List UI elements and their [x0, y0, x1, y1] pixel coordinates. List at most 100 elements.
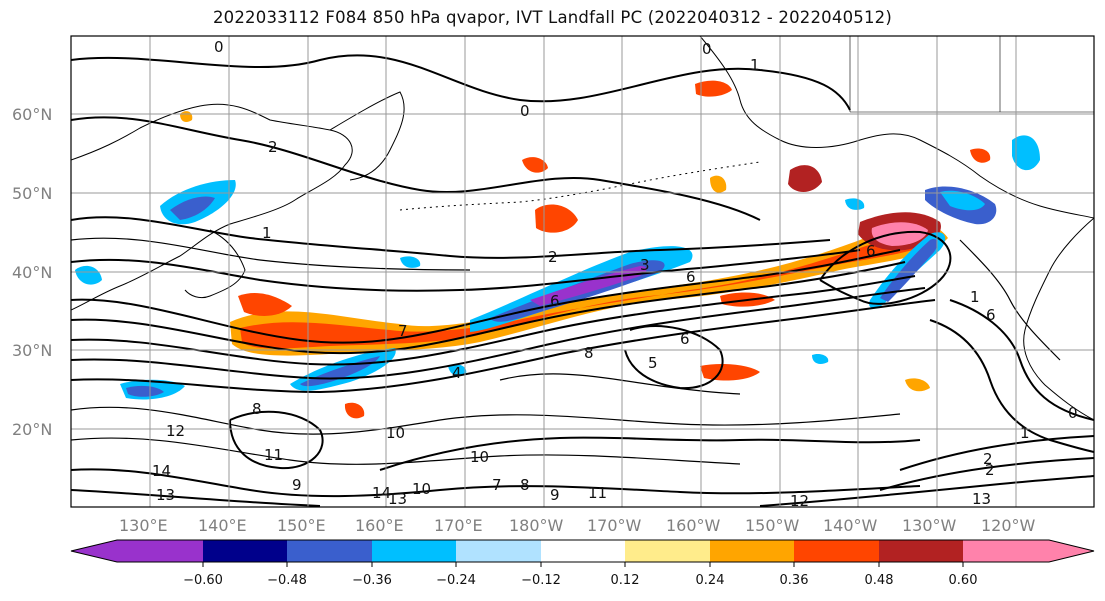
contour-label: 7: [492, 476, 502, 494]
west-negative-core: [126, 385, 164, 397]
lon-label: 150°W: [745, 516, 800, 535]
loop-south-a: [229, 410, 324, 470]
japan-positive-blob: [238, 293, 292, 316]
colorbar-segment: [625, 540, 710, 562]
colorbar-extend-low: [71, 540, 117, 562]
bc-positive: [970, 148, 991, 163]
colorbar-segment: [117, 540, 203, 562]
asia-coast: [71, 103, 353, 311]
contour-label: 0: [1068, 404, 1078, 422]
contour-label: 2: [985, 461, 995, 479]
jet-contour-e: [71, 299, 936, 394]
contour-3: [71, 249, 861, 292]
east-contour-1: [929, 319, 1094, 453]
contour-label: 8: [520, 476, 530, 494]
east-contour-13-a: [899, 435, 1094, 471]
lon-label: 160°E: [355, 516, 404, 535]
contour-label: 3: [640, 256, 650, 274]
contour-label: 1: [262, 224, 272, 242]
colorbar-segment: [456, 540, 541, 562]
lon-label: 130°E: [119, 516, 168, 535]
colorbar-segment: [372, 540, 456, 562]
borders: [849, 36, 1094, 113]
contour-label: 14: [152, 462, 171, 480]
lon-label: 160°W: [666, 516, 721, 535]
contour-label: 2: [548, 248, 558, 266]
bering-positive: [695, 80, 732, 97]
na-west-coast: [1023, 217, 1094, 421]
lon-label: 120°W: [981, 516, 1036, 535]
contour-label: 9: [550, 486, 560, 504]
jet-contour-c: [71, 275, 916, 366]
lon-label: 130°W: [902, 516, 957, 535]
lat-label: 30°N: [12, 341, 52, 360]
contour-label: 13: [156, 486, 175, 504]
mid-positive-2: [344, 402, 365, 419]
contour-1: [71, 116, 761, 221]
contour-label: 6: [686, 268, 696, 286]
small-negative-1: [400, 256, 421, 268]
contour-label: 1: [1020, 424, 1030, 442]
latitude-labels: 60°N 50°N 40°N 30°N 20°N: [12, 105, 52, 439]
nw-pacific-positive: [535, 204, 578, 233]
small-negative-4: [812, 353, 829, 364]
jet-contour-a: [71, 249, 901, 344]
coastal-negative-core: [880, 238, 938, 302]
east-contour-2: [949, 299, 1094, 421]
contour-2: [71, 216, 831, 259]
colorbar-segment: [794, 540, 879, 562]
contour-label: 4: [452, 364, 462, 382]
contour-label: 14: [372, 484, 391, 502]
positive-anomaly-shading: [180, 80, 991, 419]
kamchatka: [329, 91, 405, 181]
jet-contour-b: [71, 261, 906, 355]
bc-coast-negative-lt: [940, 190, 985, 211]
map-title: 2022033112 F084 850 hPa qvapor, IVT Land…: [212, 8, 893, 27]
contour-label: 11: [588, 484, 607, 502]
south-contour-12: [71, 468, 921, 498]
map-frame: [70, 35, 1095, 508]
colorbar-tick-label: −0.12: [521, 573, 561, 588]
east-contour-13-b: [879, 457, 1094, 491]
lon-label: 170°E: [434, 516, 483, 535]
japan-islands: [184, 229, 246, 299]
japan-negative-core: [170, 196, 215, 220]
qvapor-contours: [71, 54, 1094, 507]
gulf-alaska-pink: [871, 222, 928, 246]
contour-label: 8: [252, 400, 262, 418]
contour-label: 8: [584, 344, 594, 362]
colorbar-tick-label: 0.48: [865, 573, 894, 588]
colorbar-segment: [287, 540, 372, 562]
secondary-contours: [71, 237, 1061, 465]
colorbar-tick-label: −0.24: [436, 573, 476, 588]
colorbar-tick-label: −0.48: [267, 573, 307, 588]
east-positive: [905, 378, 930, 392]
north-positive: [522, 157, 548, 173]
lon-label: 170°W: [587, 516, 642, 535]
lon-label: 140°W: [823, 516, 878, 535]
colorbar-tick-label: −0.36: [352, 573, 392, 588]
contour-label: 10: [412, 480, 431, 498]
graticule: [71, 36, 1094, 507]
colorbar-tick-label: 0.24: [696, 573, 725, 588]
contour-label: 2: [268, 138, 278, 156]
coastlines: [71, 36, 1094, 421]
contour-label: 9: [292, 476, 302, 494]
contour-label: 13: [972, 490, 991, 508]
colorbar-segment: [963, 540, 1049, 562]
contour-label: 7: [398, 322, 408, 340]
japan-west-negative: [75, 265, 102, 285]
lon-label: 140°E: [198, 516, 247, 535]
contour-label: 6: [986, 306, 996, 324]
lat-label: 50°N: [12, 184, 52, 203]
colorbar-extend-high: [1049, 540, 1094, 562]
colorbar-tick-label: −0.60: [183, 573, 223, 588]
contour-label: 0: [214, 38, 224, 56]
jet-positive-core: [240, 237, 928, 349]
alaska-positive-2: [710, 175, 727, 193]
colorbar-tick-label: 0.12: [611, 573, 640, 588]
contour-label: 6: [550, 292, 560, 310]
contour-label: 10: [386, 424, 405, 442]
small-negative-2: [448, 364, 467, 376]
alaska-positive-1: [788, 165, 822, 192]
